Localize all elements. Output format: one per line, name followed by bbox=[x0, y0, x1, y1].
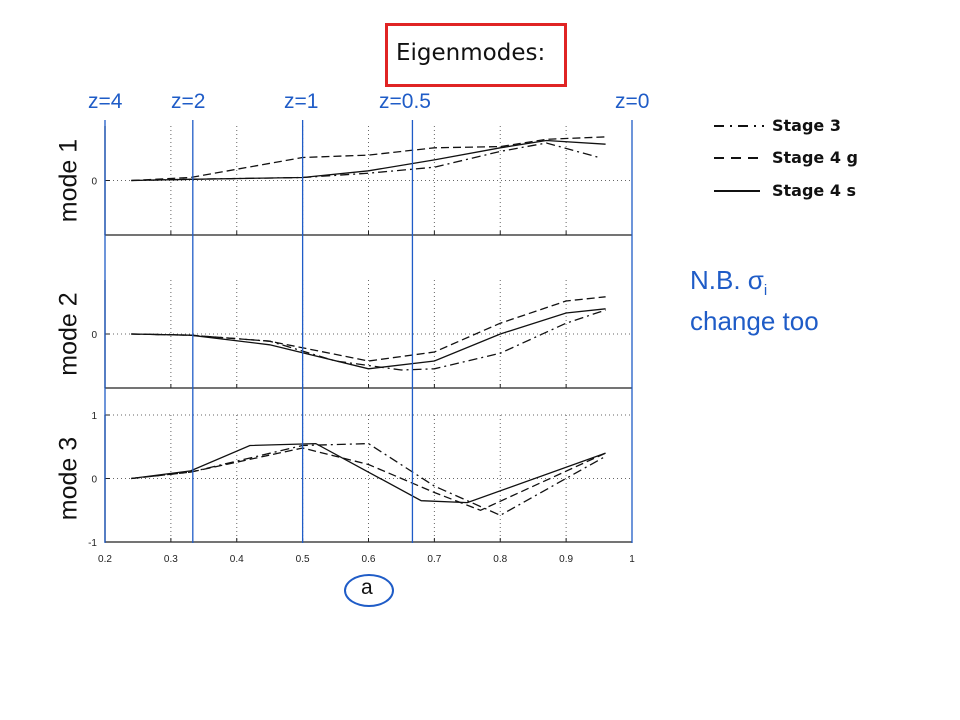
legend-label: Stage 4 g bbox=[772, 148, 858, 167]
y-tick-label: 0 bbox=[91, 330, 97, 341]
series-line-dashed bbox=[131, 447, 606, 512]
y-tick-label: 0 bbox=[91, 177, 97, 188]
z-label-0: z=0 bbox=[615, 90, 650, 113]
title-highlight-box bbox=[385, 23, 567, 87]
z-label-0-5: z=0.5 bbox=[379, 90, 431, 113]
y-axis-label: mode 1 bbox=[55, 139, 83, 222]
z-label-2: z=2 bbox=[171, 90, 206, 113]
x-tick-label: 0.5 bbox=[296, 554, 310, 565]
y-axis-label: mode 2 bbox=[55, 292, 83, 375]
y-axis-label: mode 3 bbox=[55, 437, 83, 520]
x-tick-label: 0.4 bbox=[230, 554, 244, 565]
x-tick-label: 0.2 bbox=[98, 554, 112, 565]
x-tick-label: 0.8 bbox=[493, 554, 507, 565]
z-label-4: z=4 bbox=[88, 90, 123, 113]
series-line-solid bbox=[131, 308, 606, 370]
x-tick-label: 1 bbox=[629, 554, 635, 565]
series-line-dashed bbox=[131, 136, 606, 182]
x-axis-label-circle bbox=[344, 574, 394, 607]
series-line-dash-dot bbox=[131, 309, 606, 371]
series-line-solid bbox=[131, 442, 606, 504]
z-label-1: z=1 bbox=[284, 90, 319, 113]
series-line-dash-dot bbox=[131, 442, 606, 517]
note-line2: change too bbox=[690, 306, 819, 337]
y-tick-label: -1 bbox=[88, 538, 97, 549]
series-line-solid bbox=[131, 139, 606, 182]
x-axis-label: a bbox=[361, 576, 373, 599]
legend-label: Stage 3 bbox=[772, 116, 841, 135]
x-tick-label: 0.9 bbox=[559, 554, 573, 565]
slide-title: Eigenmodes: bbox=[396, 40, 546, 66]
x-tick-label: 0.3 bbox=[164, 554, 178, 565]
x-tick-label: 0.7 bbox=[427, 554, 441, 565]
note-line1: N.B. σ bbox=[690, 265, 764, 295]
legend-label: Stage 4 s bbox=[772, 181, 857, 200]
legend-swatch-solid bbox=[714, 190, 760, 192]
x-tick-label: 0.6 bbox=[362, 554, 376, 565]
legend-swatch-dashed bbox=[714, 157, 764, 159]
note-sigma: N.B. σi change too bbox=[690, 265, 819, 336]
note-subscript: i bbox=[763, 282, 768, 300]
series-line-dash-dot bbox=[131, 142, 600, 182]
y-tick-label: 1 bbox=[91, 411, 97, 422]
legend-swatch-dash-dot bbox=[714, 125, 764, 127]
y-tick-label: 0 bbox=[91, 475, 97, 486]
